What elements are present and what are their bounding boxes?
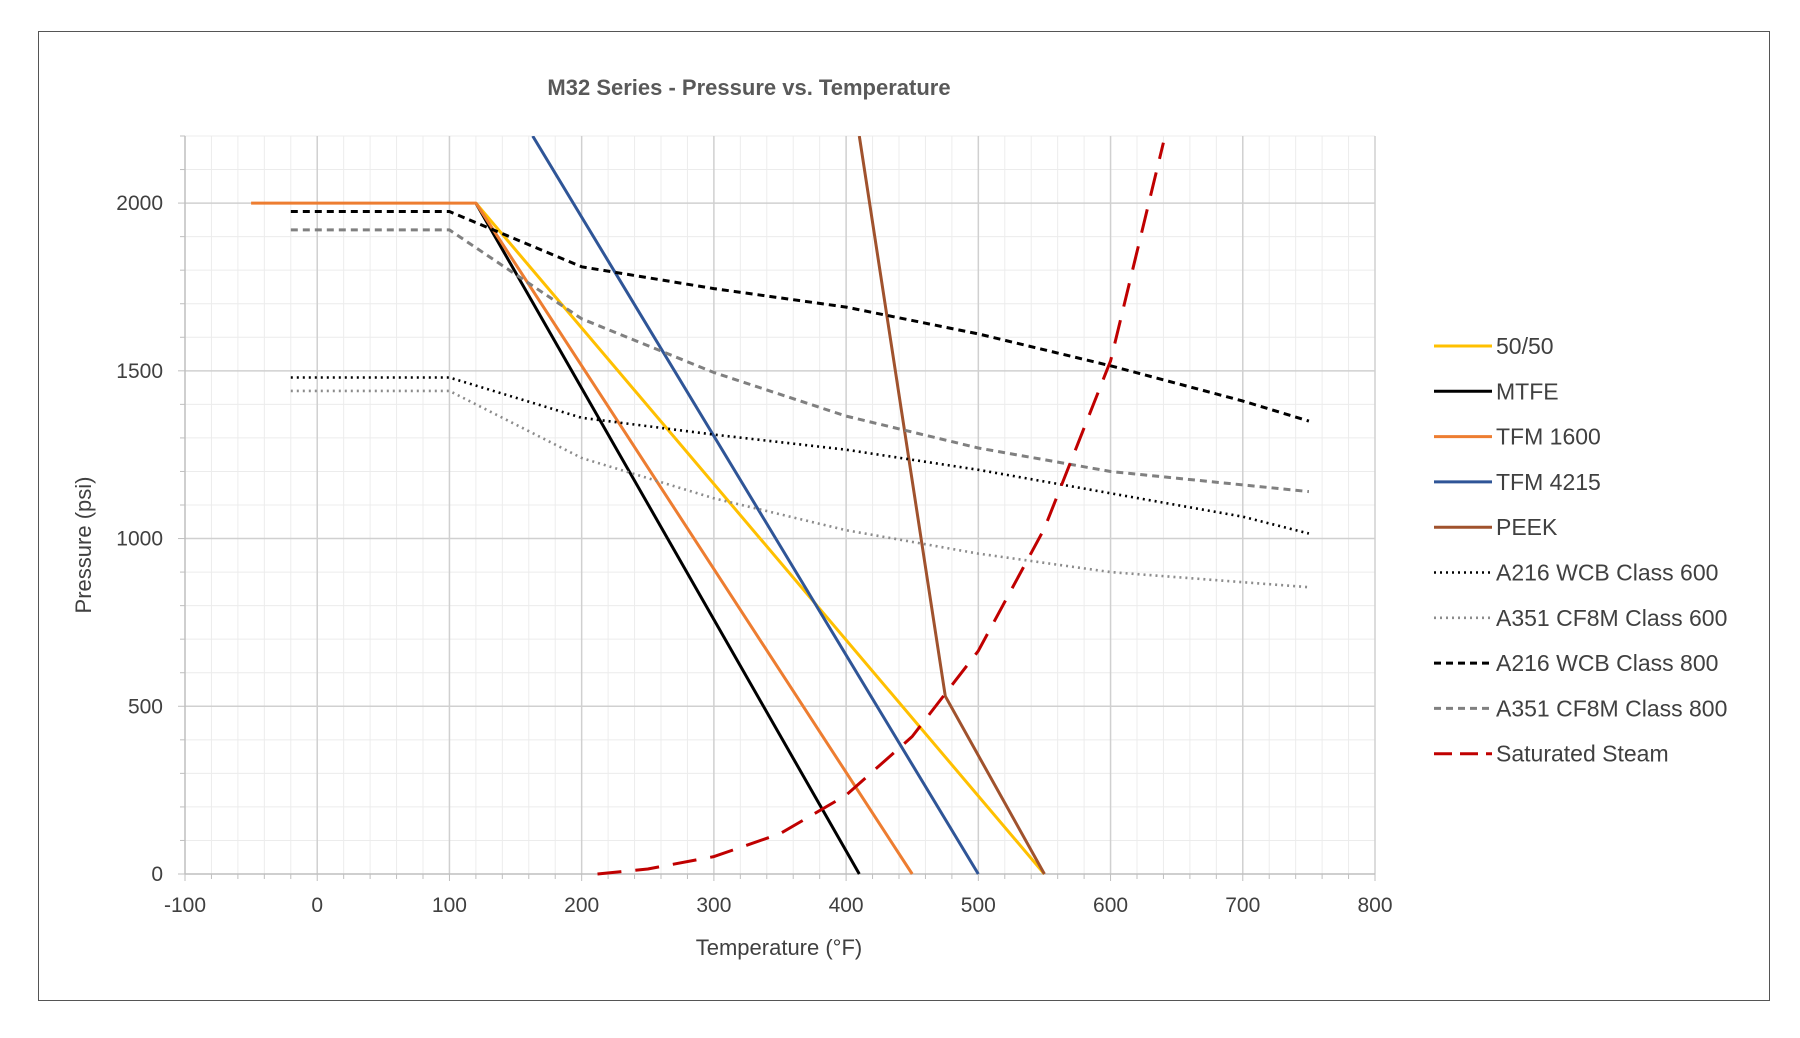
legend-label-peek: PEEK [1496, 514, 1558, 540]
x-tick-label: 100 [432, 894, 467, 917]
x-axis-label: Temperature (°F) [696, 935, 863, 960]
y-axis-label: Pressure (psi) [71, 477, 96, 614]
legend-label-mtfe: MTFE [1496, 378, 1559, 404]
series-line-tfm-1600 [251, 201, 914, 875]
y-tick-label: 500 [128, 695, 163, 718]
legend-label-tfm-1600: TFM 1600 [1496, 424, 1601, 450]
chart-frame: M32 Series - Pressure vs. Temperature -1… [38, 31, 1770, 1001]
legend-label-50-50: 50/50 [1496, 333, 1554, 359]
plot-series [251, 136, 1310, 876]
major-gridlines [185, 136, 1376, 874]
chart-title: M32 Series - Pressure vs. Temperature [547, 75, 950, 100]
series-line-a351-cf8m-class-800 [290, 228, 1310, 494]
series-line-50-50 [474, 202, 1046, 875]
legend-label-a351-cf8m-class-600: A351 CF8M Class 600 [1496, 605, 1727, 631]
legend-label-a351-cf8m-class-800: A351 CF8M Class 800 [1496, 695, 1727, 721]
x-tick-label: 0 [311, 894, 323, 917]
x-tick-label: 200 [564, 894, 599, 917]
y-tick-label: 0 [151, 863, 163, 886]
legend: 50/50 MTFE TFM 1600 TFM 4215 PEEK A216 WCB Cl… [1434, 333, 1727, 767]
series-line-a216-wcb-class-800 [290, 210, 1310, 423]
x-tick-label: 700 [1225, 894, 1260, 917]
legend-label-tfm-4215: TFM 4215 [1496, 469, 1601, 495]
x-tick-label: 400 [829, 894, 864, 917]
series-line-a351-cf8m-class-600 [290, 389, 1309, 589]
y-tick-label: 2000 [116, 192, 163, 215]
legend-label-a216-wcb-class-800: A216 WCB Class 800 [1496, 650, 1718, 676]
y-tick-label: 1500 [116, 360, 163, 383]
minor-gridlines [185, 135, 1375, 874]
x-tick-label: 600 [1093, 894, 1128, 917]
x-tick-label: 300 [696, 894, 731, 917]
series-line-tfm-4215 [531, 136, 980, 875]
series-line-saturated-steam [597, 142, 1165, 876]
chart-svg: M32 Series - Pressure vs. Temperature -1… [71, 75, 1727, 960]
series-line-peek [857, 136, 1046, 875]
x-tick-labels: -100 0 100 200 300 400 500 600 700 800 [164, 894, 1393, 917]
x-tick-label: 500 [961, 894, 996, 917]
y-tick-labels: 0 500 1000 1500 2000 [116, 192, 163, 886]
series-line-a216-wcb-class-600 [290, 376, 1310, 535]
legend-label-a216-wcb-class-600: A216 WCB Class 600 [1496, 560, 1718, 586]
y-tick-label: 1000 [116, 528, 163, 551]
x-tick-label: -100 [164, 894, 206, 917]
axes [178, 135, 1376, 881]
legend-label-saturated-steam: Saturated Steam [1496, 741, 1669, 767]
x-tick-label: 800 [1357, 894, 1392, 917]
series-line-mtfe [474, 202, 861, 875]
